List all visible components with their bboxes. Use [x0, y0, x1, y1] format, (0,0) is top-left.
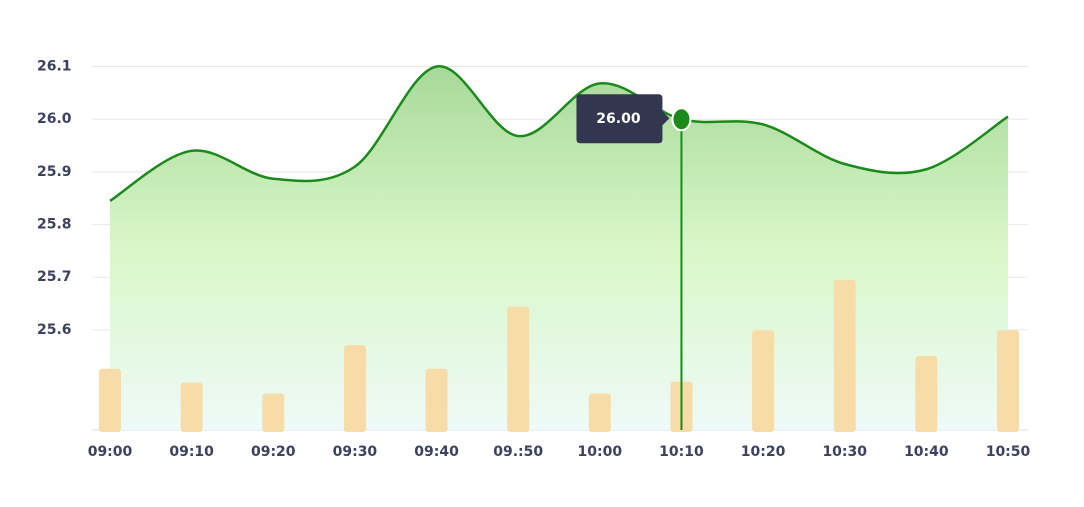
- y-tick-label: 25.8: [37, 217, 72, 233]
- volume-bar: [180, 382, 203, 432]
- volume-bar: [262, 393, 285, 432]
- y-tick-label: 25.6: [37, 322, 72, 338]
- volume-bar: [915, 355, 938, 432]
- volume-bar: [997, 330, 1019, 432]
- tooltip-box: [576, 94, 670, 144]
- price-line: [109, 65, 1009, 202]
- x-tick-label: 10:50: [986, 444, 1031, 460]
- volume-bar: [507, 306, 530, 432]
- x-tick-label: 09:20: [251, 444, 296, 460]
- volume-bar: [425, 368, 448, 432]
- x-tick-label: 10:40: [904, 444, 949, 460]
- volume-bar: [833, 279, 856, 432]
- y-tick-label: 25.9: [37, 164, 72, 180]
- x-tick-label: 09.:50: [493, 444, 543, 460]
- volume-bar: [99, 368, 121, 432]
- y-tick-label: 25.7: [37, 269, 72, 285]
- x-tick-label: 10:20: [741, 444, 786, 460]
- volume-bar: [343, 345, 366, 432]
- x-tick-label: 09:30: [333, 444, 378, 460]
- volume-bar: [752, 330, 775, 432]
- x-tick-label: 09:40: [414, 444, 459, 460]
- tooltip-label: 26.00: [596, 111, 641, 127]
- x-tick-label: 10:10: [659, 444, 704, 460]
- x-tick-label: 10:00: [578, 444, 623, 460]
- y-tick-label: 26.1: [37, 59, 72, 75]
- hover-point: [671, 107, 692, 132]
- x-tick-label: 10:30: [822, 444, 867, 460]
- volume-bar: [588, 393, 611, 432]
- line-area: [110, 66, 1008, 430]
- y-tick-label: 26.0: [37, 111, 72, 127]
- x-tick-label: 09:00: [88, 444, 133, 460]
- x-tick-label: 09:10: [169, 444, 214, 460]
